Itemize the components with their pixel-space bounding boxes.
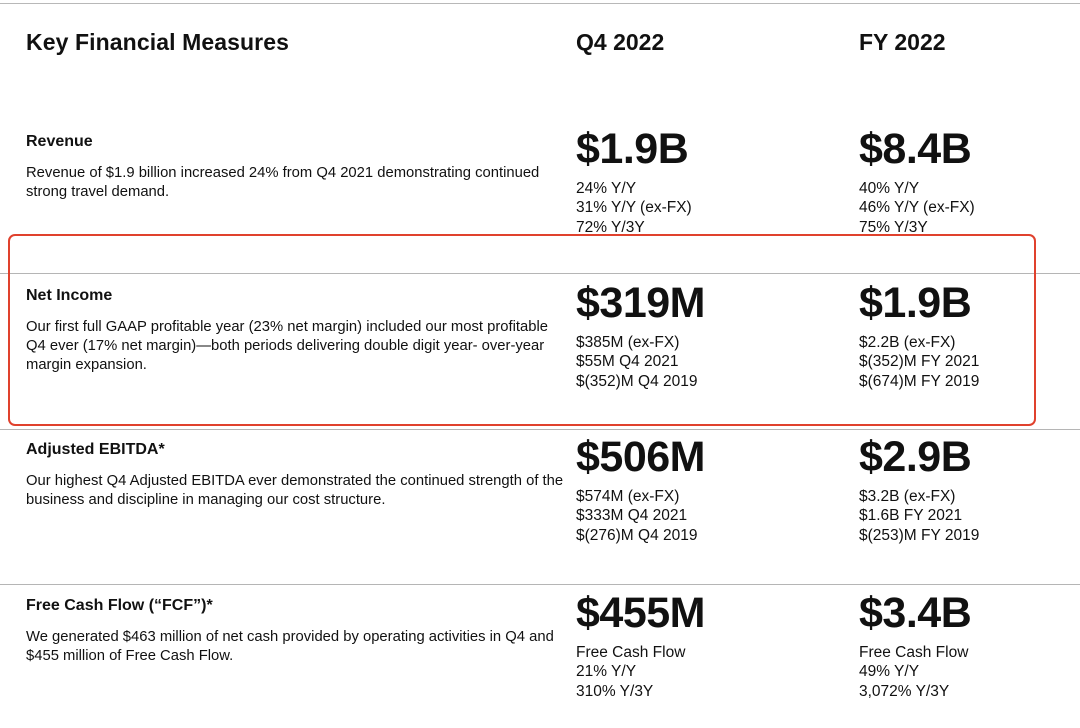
metric-fy: $2.9B $3.2B (ex-FX) $1.6B FY 2021 $(253)… xyxy=(859,433,1079,545)
metric-detail: $(276)M Q4 2019 xyxy=(576,526,698,544)
row-description: Revenue of $1.9 billion increased 24% fr… xyxy=(26,165,540,200)
metric-value: $3.4B xyxy=(859,589,972,637)
metric-q4: $1.9B 24% Y/Y 31% Y/Y (ex-FX) 72% Y/3Y xyxy=(576,125,796,237)
row-divider xyxy=(0,429,1080,430)
metric-detail: $(674)M FY 2019 xyxy=(859,372,980,390)
metric-detail: 72% Y/3Y xyxy=(576,218,645,236)
metric-value: $1.9B xyxy=(859,279,972,327)
metric-value: $455M xyxy=(576,589,705,637)
metric-detail: $574M (ex-FX) xyxy=(576,488,680,505)
row-description: We generated $463 million of net cash pr… xyxy=(26,629,554,664)
metric-value: $506M xyxy=(576,433,705,481)
metric-detail: $385M (ex-FX) xyxy=(576,334,680,351)
row-divider xyxy=(0,273,1080,274)
metric-fy: $3.4B Free Cash Flow 49% Y/Y 3,072% Y/3Y xyxy=(859,589,1079,701)
metric-value: $319M xyxy=(576,279,705,327)
metric-q4: $455M Free Cash Flow 21% Y/Y 310% Y/3Y xyxy=(576,589,796,701)
row-description: Our first full GAAP profitable year (23%… xyxy=(26,319,548,373)
metric-detail: Free Cash Flow xyxy=(859,644,969,661)
metric-value: $8.4B xyxy=(859,125,972,173)
metric-fy: $1.9B $2.2B (ex-FX) $(352)M FY 2021 $(67… xyxy=(859,279,1079,391)
top-rule xyxy=(0,3,1080,4)
metric-fy: $8.4B 40% Y/Y 46% Y/Y (ex-FX) 75% Y/3Y xyxy=(859,125,1079,237)
metric-detail: $(352)M FY 2021 xyxy=(859,353,980,371)
metric-detail: 31% Y/Y (ex-FX) xyxy=(576,199,692,217)
metric-detail: $1.6B FY 2021 xyxy=(859,507,963,525)
metric-value: $1.9B xyxy=(576,125,689,173)
metric-detail: 24% Y/Y xyxy=(576,180,637,197)
metric-detail: 40% Y/Y xyxy=(859,180,920,197)
row-title: Adjusted EBITDA* xyxy=(26,441,165,458)
metric-detail: $2.2B (ex-FX) xyxy=(859,334,956,351)
metric-detail: Free Cash Flow xyxy=(576,644,686,661)
column-header-q4: Q4 2022 xyxy=(576,29,665,55)
metric-detail: 75% Y/3Y xyxy=(859,218,928,236)
column-header-fy: FY 2022 xyxy=(859,29,946,55)
metric-detail: 310% Y/3Y xyxy=(576,682,654,700)
metric-detail: $3.2B (ex-FX) xyxy=(859,488,956,505)
metric-q4: $319M $385M (ex-FX) $55M Q4 2021 $(352)M… xyxy=(576,279,796,391)
metric-detail: 3,072% Y/3Y xyxy=(859,682,950,700)
metric-detail: 49% Y/Y xyxy=(859,663,920,681)
metric-detail: 21% Y/Y xyxy=(576,663,637,681)
metric-value: $2.9B xyxy=(859,433,972,481)
metric-detail: 46% Y/Y (ex-FX) xyxy=(859,199,975,217)
revenue-row-clip: Revenue Revenue of $1.9 billion increase… xyxy=(0,0,1080,237)
row-title: Free Cash Flow (“FCF”)* xyxy=(26,597,213,614)
row-description: Our highest Q4 Adjusted EBITDA ever demo… xyxy=(26,473,564,508)
metric-detail: $(352)M Q4 2019 xyxy=(576,372,698,390)
page-title: Key Financial Measures xyxy=(26,29,289,55)
row-divider xyxy=(0,584,1080,585)
row-title: Revenue xyxy=(26,133,93,150)
row-title: Net Income xyxy=(26,287,113,304)
metric-q4: $506M $574M (ex-FX) $333M Q4 2021 $(276)… xyxy=(576,433,796,545)
metric-detail: $55M Q4 2021 xyxy=(576,353,679,371)
metric-detail: $333M Q4 2021 xyxy=(576,507,688,525)
metric-detail: $(253)M FY 2019 xyxy=(859,526,980,544)
